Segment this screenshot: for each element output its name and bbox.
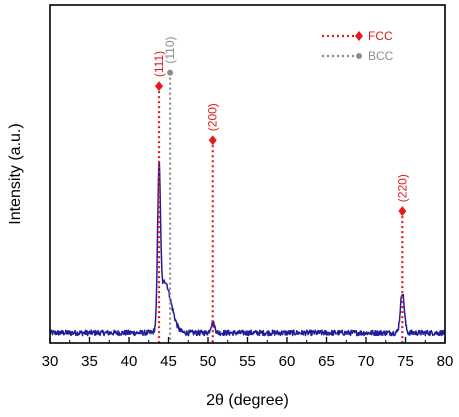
peak-label: (220) <box>395 174 409 202</box>
x-tick-label: 35 <box>81 353 98 370</box>
fcc-diamond-marker <box>208 135 217 146</box>
fcc-diamond-marker <box>155 81 164 92</box>
x-axis: 30 35 40 45 50 55 60 65 70 75 80 <box>42 337 454 370</box>
legend-diamond-marker <box>355 31 363 41</box>
x-tick-label: 30 <box>42 353 59 370</box>
y-axis-title: Intensity (a.u.) <box>7 123 24 224</box>
x-tick-label: 40 <box>121 353 138 370</box>
peak-label: (110) <box>163 36 177 63</box>
bcc-circle-marker <box>167 69 174 76</box>
x-tick-label: 75 <box>397 353 414 370</box>
peak-label: (200) <box>206 103 220 131</box>
x-tick-label: 50 <box>200 353 217 370</box>
x-tick-label: 60 <box>279 353 296 370</box>
x-tick-label: 65 <box>318 353 335 370</box>
plot-area: (111)(110) (200) (220) <box>49 36 446 343</box>
legend-label: FCC <box>368 29 393 43</box>
x-tick-label: 45 <box>160 353 177 370</box>
xrd-pattern-line <box>49 160 446 337</box>
x-axis-title: 2θ (degree) <box>206 392 289 409</box>
fcc-diamond-marker <box>398 206 407 217</box>
x-tick-label: 55 <box>239 353 256 370</box>
peak-label: (111) <box>152 51 166 77</box>
legend: FCC BCC <box>322 29 394 63</box>
legend-label: BCC <box>368 49 394 63</box>
legend-circle-marker <box>356 53 362 59</box>
x-tick-label: 80 <box>437 353 454 370</box>
x-tick-label: 70 <box>358 353 375 370</box>
